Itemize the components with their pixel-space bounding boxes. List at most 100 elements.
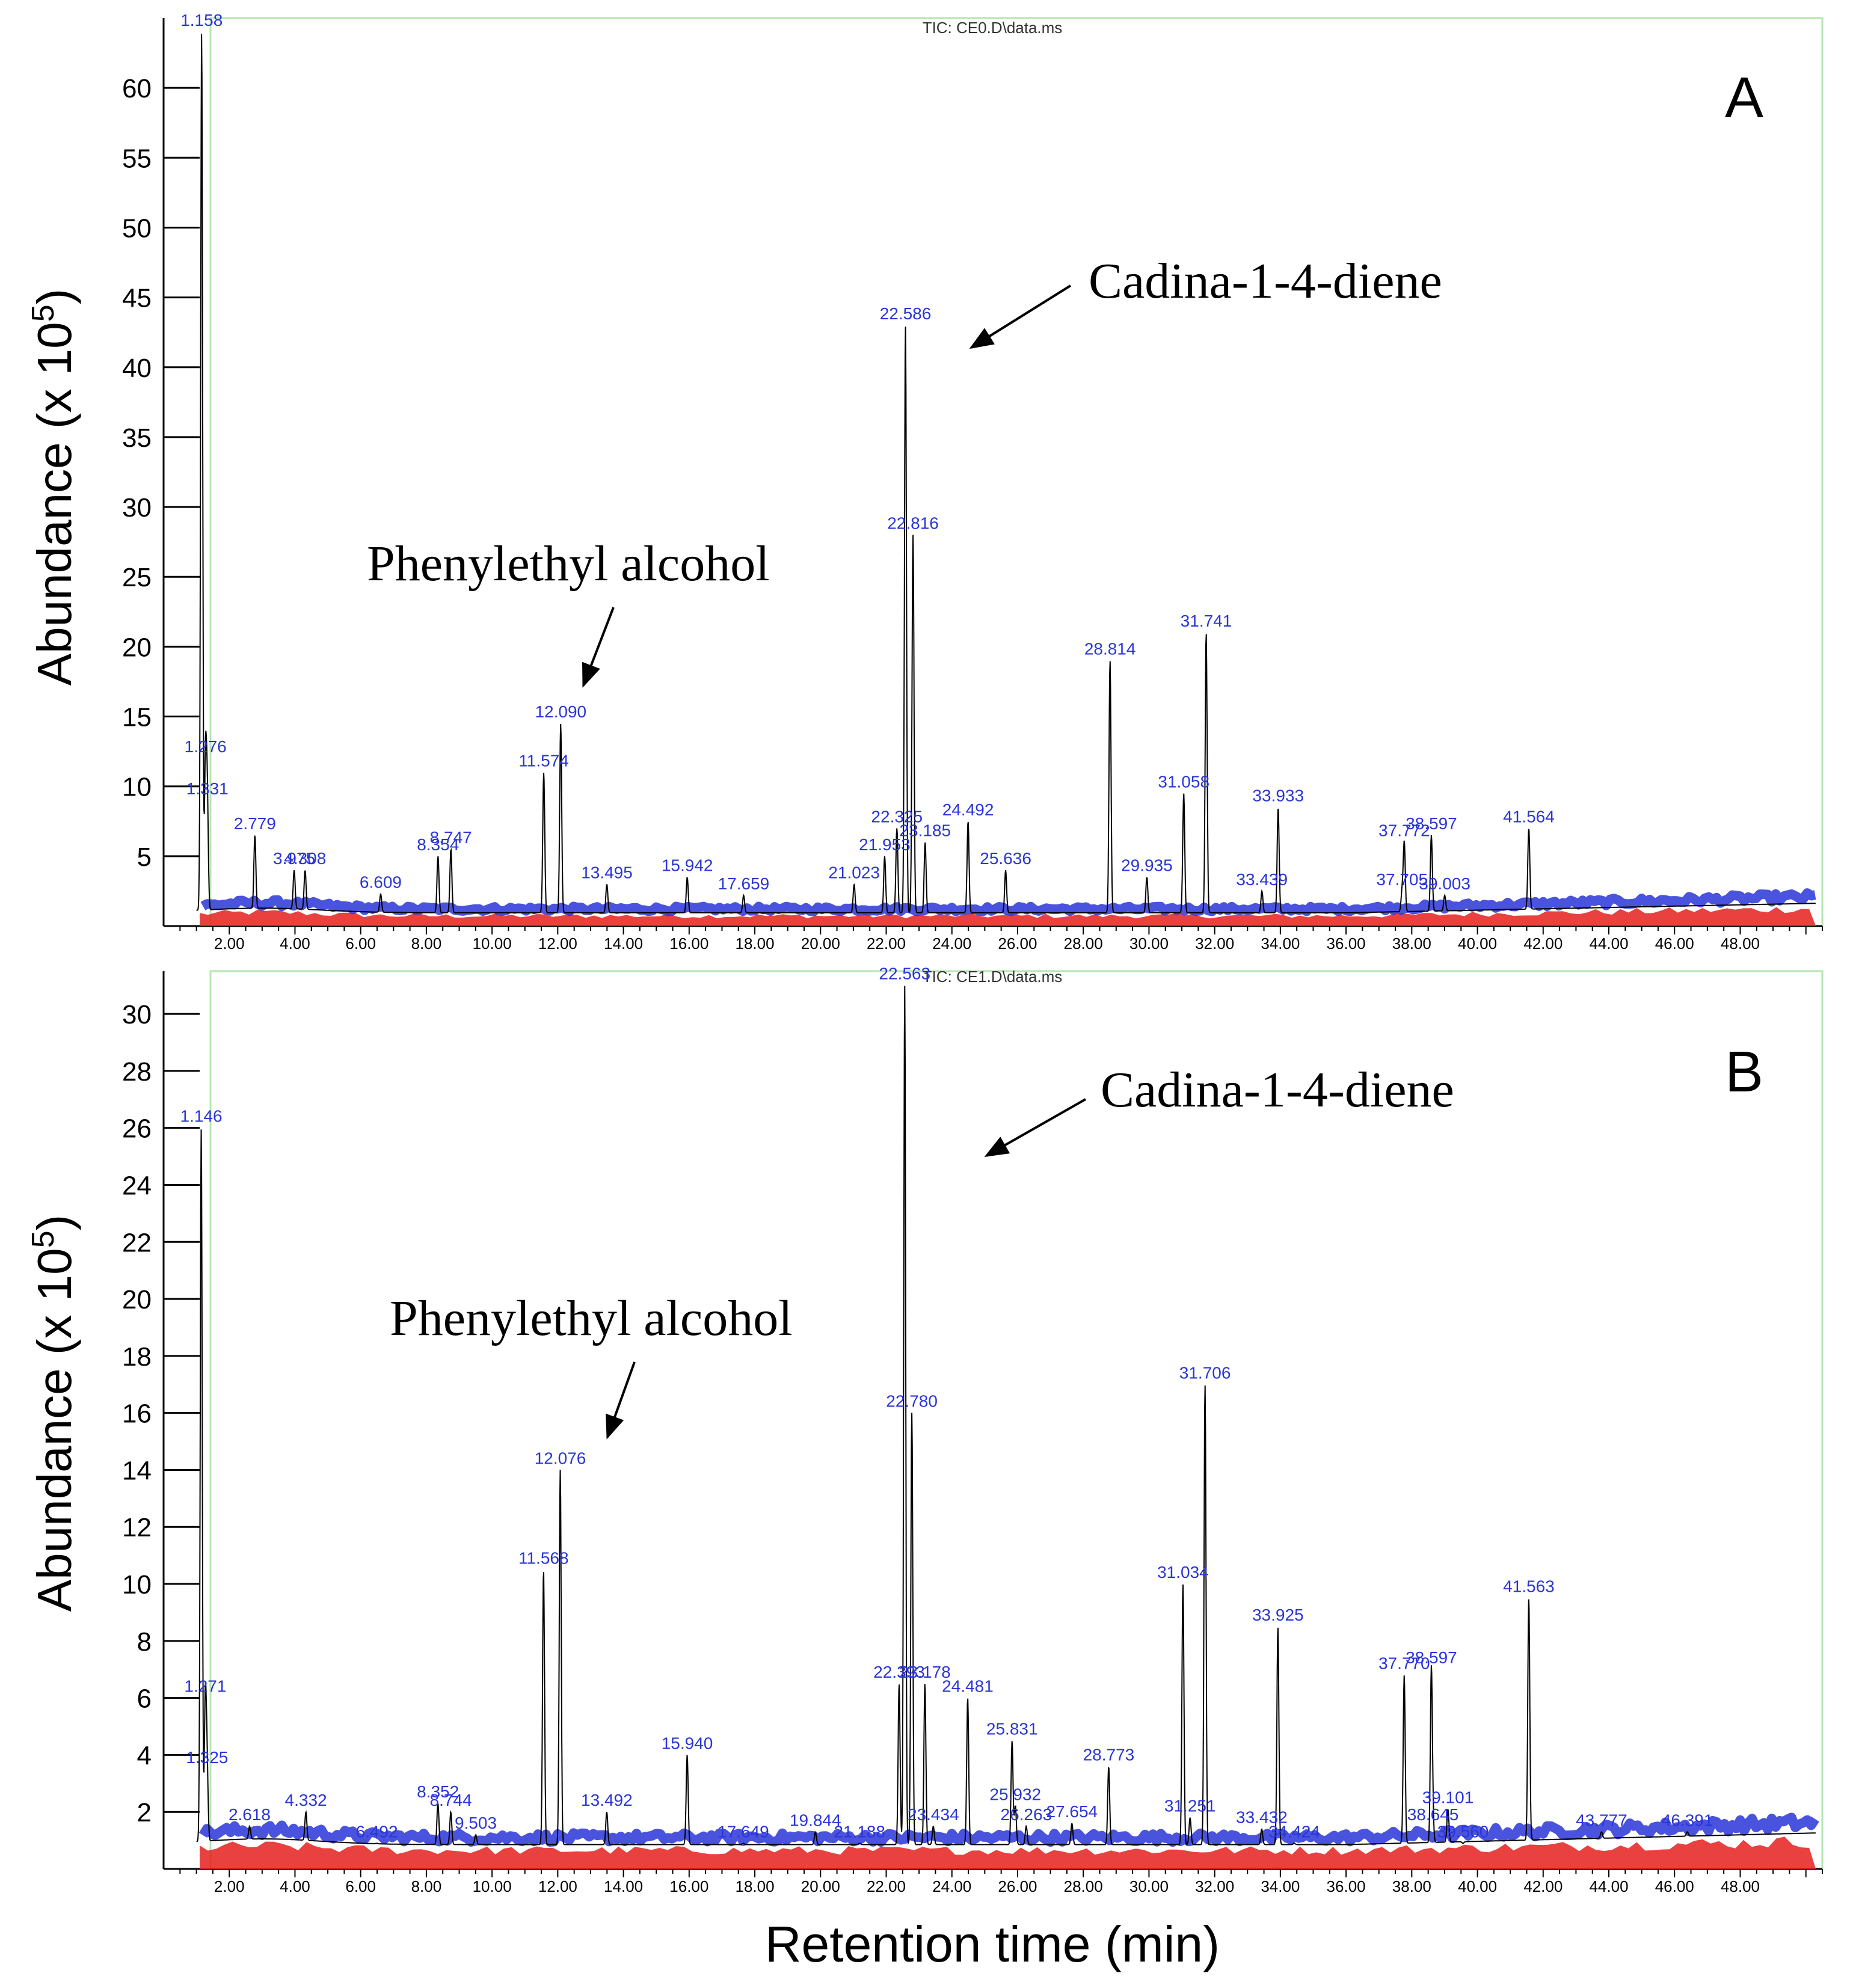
peak-label: 15.940 (662, 1734, 713, 1752)
x-tick-label: 16.00 (669, 934, 708, 953)
peak-label: 34.424 (1268, 1822, 1320, 1841)
x-tick-label: 38.00 (1392, 1877, 1431, 1895)
peak-label: 19.844 (790, 1811, 841, 1829)
y-tick-label: 22 (122, 1228, 152, 1257)
peak-label: 1.146 (180, 1107, 223, 1126)
baseline-marker-band (198, 1812, 1819, 1847)
peak-label: 4.332 (285, 1791, 327, 1809)
peak-label: 31.034 (1157, 1563, 1209, 1582)
peak-label: 46.391 (1662, 1811, 1713, 1829)
chromatogram-trace (196, 986, 1816, 1845)
x-tick-label: 24.00 (932, 934, 971, 953)
y-tick-label: 10 (122, 1570, 152, 1600)
x-tick-label: 28.00 (1064, 934, 1103, 953)
annotation-label: Cadina-1-4-diene (1089, 253, 1442, 309)
y-axis-label: Abundance (x 105) (26, 289, 81, 686)
x-tick-label: 42.00 (1523, 1877, 1563, 1895)
peak-label: 1.325 (186, 1748, 228, 1767)
peak-label: 22.325 (871, 807, 923, 826)
y-tick-label: 40 (122, 354, 152, 383)
peak-label: 24.492 (942, 800, 994, 819)
y-tick-label: 30 (122, 1000, 152, 1029)
y-tick-label: 10 (122, 773, 152, 802)
annotation-arrow (606, 1361, 636, 1440)
peak-label: 4.308 (284, 849, 326, 868)
y-axis-label-end: ) (28, 289, 81, 305)
peak-label: 8.747 (430, 828, 472, 847)
y-tick-label: 20 (122, 633, 152, 662)
peak-label: 24.481 (942, 1677, 994, 1696)
peak-label: 21.188 (834, 1822, 885, 1841)
peak-label: 26.263 (1001, 1805, 1053, 1824)
annotation-arrow (984, 1098, 1086, 1157)
annotation-arrow (969, 284, 1072, 349)
peak-label: 2.779 (234, 814, 276, 833)
peak-label: 3.975 (273, 849, 315, 868)
y-axis-label-exponent: 5 (26, 1230, 61, 1248)
peak-label: 1.276 (185, 737, 227, 756)
y-tick-label: 24 (122, 1171, 152, 1200)
x-tick-label: 24.00 (932, 1877, 971, 1895)
annotation-arrow (582, 607, 615, 688)
x-tick-label: 6.00 (345, 1877, 376, 1895)
y-tick-label: 16 (122, 1399, 152, 1429)
chart-title: TIC: CE0.D\data.ms (923, 19, 1063, 37)
peak-label: 17.649 (718, 1822, 769, 1841)
peak-label: 8.744 (430, 1791, 472, 1809)
peak-label: 17.659 (718, 874, 770, 893)
peak-label: 22.586 (880, 304, 932, 323)
y-tick-label: 20 (122, 1285, 152, 1315)
peak-label: 6.609 (360, 873, 402, 892)
y-tick-label: 14 (122, 1456, 152, 1485)
peak-label: 21.953 (859, 835, 911, 854)
y-tick-label: 5 (137, 842, 152, 872)
peak-label: 41.563 (1503, 1577, 1555, 1596)
peak-label: 6.492 (356, 1822, 398, 1841)
y-axis-label-end: ) (28, 1215, 81, 1231)
y-tick-label: 4 (137, 1741, 152, 1770)
x-tick-label: 6.00 (345, 934, 376, 953)
peak-label: 11.574 (518, 751, 569, 770)
x-tick-label: 20.00 (801, 1877, 840, 1895)
y-tick-label: 28 (122, 1057, 152, 1087)
peak-label: 38.597 (1406, 1648, 1457, 1667)
y-tick-label: 30 (122, 493, 152, 523)
peak-label: 23.178 (899, 1663, 951, 1681)
peak-label: 8.352 (417, 1782, 459, 1801)
peak-label: 31.058 (1158, 772, 1209, 791)
y-tick-label: 8 (137, 1627, 152, 1657)
x-tick-label: 28.00 (1064, 1877, 1103, 1895)
y-tick-label: 35 (122, 423, 152, 453)
x-tick-label: 32.00 (1195, 1877, 1234, 1895)
baseline-marker-band (200, 888, 1816, 916)
integration-fill (200, 907, 1816, 926)
x-tick-label: 26.00 (998, 1877, 1037, 1895)
peak-label: 39.003 (1419, 874, 1470, 893)
x-tick-label: 20.00 (801, 934, 840, 953)
panel-label: B (1725, 1040, 1763, 1104)
peak-label: 27.654 (1046, 1802, 1098, 1821)
peak-label: 23.434 (908, 1805, 959, 1824)
y-axis-label-exponent: 5 (26, 304, 61, 322)
peak-label: 13.495 (581, 863, 633, 882)
panel-b: TIC: CE1.D\data.msB246810121416182022242… (26, 965, 1824, 1895)
x-tick-label: 14.00 (604, 934, 643, 953)
x-tick-label: 4.00 (280, 1877, 310, 1895)
peak-label: 11.568 (518, 1548, 569, 1567)
x-tick-label: 34.00 (1261, 1877, 1300, 1895)
peak-label: 31.251 (1164, 1797, 1216, 1815)
peak-label: 21.023 (828, 863, 880, 882)
peak-label: 37.772 (1378, 821, 1430, 840)
x-tick-label: 4.00 (280, 934, 310, 953)
x-tick-label: 32.00 (1195, 934, 1234, 953)
peak-label: 28.814 (1084, 640, 1136, 658)
y-tick-label: 60 (122, 74, 152, 103)
peak-label: 33.933 (1252, 787, 1304, 805)
peak-label: 12.090 (535, 702, 586, 721)
peak-label: 9.503 (455, 1814, 497, 1832)
peak-label: 33.925 (1252, 1606, 1304, 1624)
annotation-label: Phenylethyl alcohol (367, 536, 770, 592)
peak-label: 37.705 (1376, 870, 1428, 889)
peak-label: 37.770 (1378, 1654, 1430, 1673)
